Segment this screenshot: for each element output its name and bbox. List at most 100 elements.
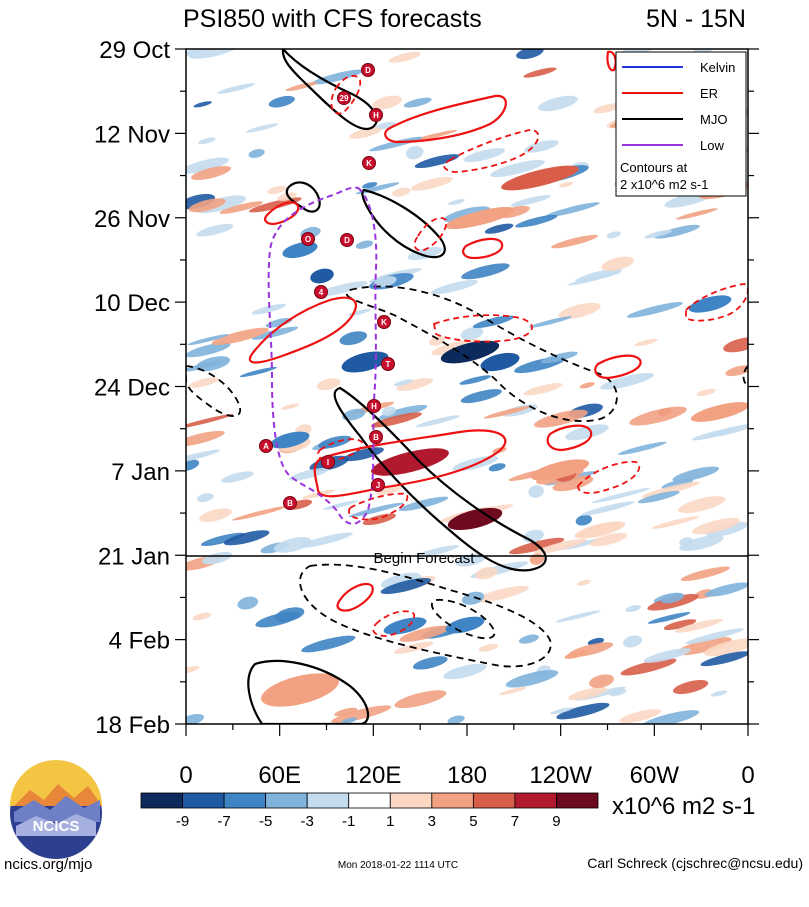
anomaly-blob <box>475 567 498 580</box>
anomaly-blob <box>472 315 514 329</box>
storm-markers: D 29 H K O D 4 K T H B A I J B <box>259 63 395 510</box>
anomaly-blob <box>680 566 730 582</box>
anomaly-blob <box>362 513 396 526</box>
mjo-contour <box>333 386 547 572</box>
colorbar-swatch <box>514 792 557 809</box>
anomaly-blob <box>484 223 514 234</box>
anomaly-blob <box>192 612 212 621</box>
anomaly-blob <box>459 375 492 385</box>
anomaly-blob <box>443 663 487 680</box>
anomaly-blob <box>373 276 397 288</box>
storm-marker: K <box>362 156 376 170</box>
anomaly-blob <box>186 413 234 429</box>
anomaly-blob <box>349 127 382 139</box>
anomaly-blob <box>460 326 484 341</box>
anomaly-blob <box>475 585 529 603</box>
colorbar-tick-label: 1 <box>386 813 394 830</box>
er-contour <box>462 237 504 260</box>
anomaly-blob <box>223 530 270 546</box>
anomaly-blob <box>239 366 277 378</box>
anomaly-blob <box>540 351 578 364</box>
mjo-contour-neg <box>742 365 748 387</box>
anomaly-blob <box>378 404 428 420</box>
anomaly-blob <box>316 378 341 391</box>
x-tick-label: 0 <box>179 762 192 789</box>
anomaly-blob <box>187 334 229 346</box>
anomaly-blob <box>651 516 700 529</box>
legend-box <box>615 51 747 197</box>
anomaly-core <box>440 340 500 364</box>
colorbar-tick-label: -3 <box>301 813 314 830</box>
anomaly-blob <box>691 518 741 535</box>
er-contour-neg <box>685 283 748 322</box>
anomaly-blob <box>316 281 368 297</box>
er-contour <box>248 296 357 364</box>
anomaly-blob <box>672 679 709 695</box>
colorbar-tick-label: -7 <box>217 813 230 830</box>
colorbar-swatch <box>431 792 474 809</box>
colorbar-swatch <box>556 792 599 809</box>
anomaly-blob <box>576 579 591 586</box>
anomaly-blob <box>710 690 728 697</box>
anomaly-blob <box>188 198 226 213</box>
storm-marker: B <box>369 430 383 444</box>
anomaly-blob <box>461 263 510 280</box>
colorbar-swatch <box>348 792 391 809</box>
anomaly-blob <box>685 628 744 644</box>
storm-marker-label: K <box>366 159 372 168</box>
anomaly-blob <box>318 435 352 449</box>
anomaly-blob <box>455 553 487 567</box>
y-tick-label: 12 Nov <box>94 121 170 148</box>
anomaly-blob <box>196 223 234 237</box>
anomaly-blob <box>523 67 557 78</box>
anomaly-blob <box>672 466 720 482</box>
anomaly-blob <box>407 246 443 261</box>
legend-note-1: Contours at <box>620 160 688 175</box>
anomaly-blob <box>285 81 318 92</box>
legend-label-er: ER <box>700 86 718 101</box>
anomaly-blob <box>273 537 312 553</box>
anomaly-blob <box>626 302 683 318</box>
y-tick-label: 24 Dec <box>94 375 170 402</box>
anomaly-blob <box>248 149 265 158</box>
er-contour-neg <box>348 492 409 521</box>
footer-author: Carl Schreck (cjschrec@ncsu.edu) <box>587 855 803 871</box>
anomaly-blob <box>186 157 230 174</box>
anomaly-blob <box>589 532 628 547</box>
anomaly-blob <box>580 501 635 516</box>
footer-url[interactable]: ncics.org/mjo <box>4 856 92 873</box>
anomaly-blob <box>552 475 594 492</box>
colorbar-tick-label: 7 <box>511 813 519 830</box>
storm-marker-label: 29 <box>340 94 349 103</box>
anomaly-blob <box>528 485 544 498</box>
anomaly-blob <box>237 596 259 610</box>
storm-marker: D <box>361 63 375 77</box>
anomaly-blob <box>392 187 411 197</box>
er-contour-neg <box>330 74 362 115</box>
anomaly-blob <box>518 634 539 644</box>
y-tick-label: 18 Feb <box>95 712 170 739</box>
anomaly-blob <box>644 229 673 239</box>
storm-marker: 29 <box>337 91 351 105</box>
anomaly-blob <box>280 403 300 410</box>
anomaly-blob <box>188 49 242 59</box>
anomaly-blob <box>679 535 724 551</box>
anomaly-blob <box>589 674 614 689</box>
anomaly-blob <box>334 707 358 717</box>
anomaly-blob <box>565 424 609 441</box>
anomaly-blob <box>301 635 356 653</box>
anomaly-blob <box>201 551 233 565</box>
colorbar-swatch <box>389 792 433 809</box>
anomaly-blob <box>343 447 384 462</box>
anomaly-core <box>690 402 748 422</box>
er-contour <box>264 201 300 226</box>
anomaly-blob <box>558 302 601 319</box>
anomaly-blob <box>523 383 563 396</box>
anomaly-blob <box>322 500 359 510</box>
anomaly-blob <box>298 532 353 548</box>
er-contour <box>546 424 593 452</box>
y-tick-label: 7 Jan <box>111 459 170 486</box>
er-contour <box>336 582 374 612</box>
anomaly-blob <box>339 331 368 346</box>
